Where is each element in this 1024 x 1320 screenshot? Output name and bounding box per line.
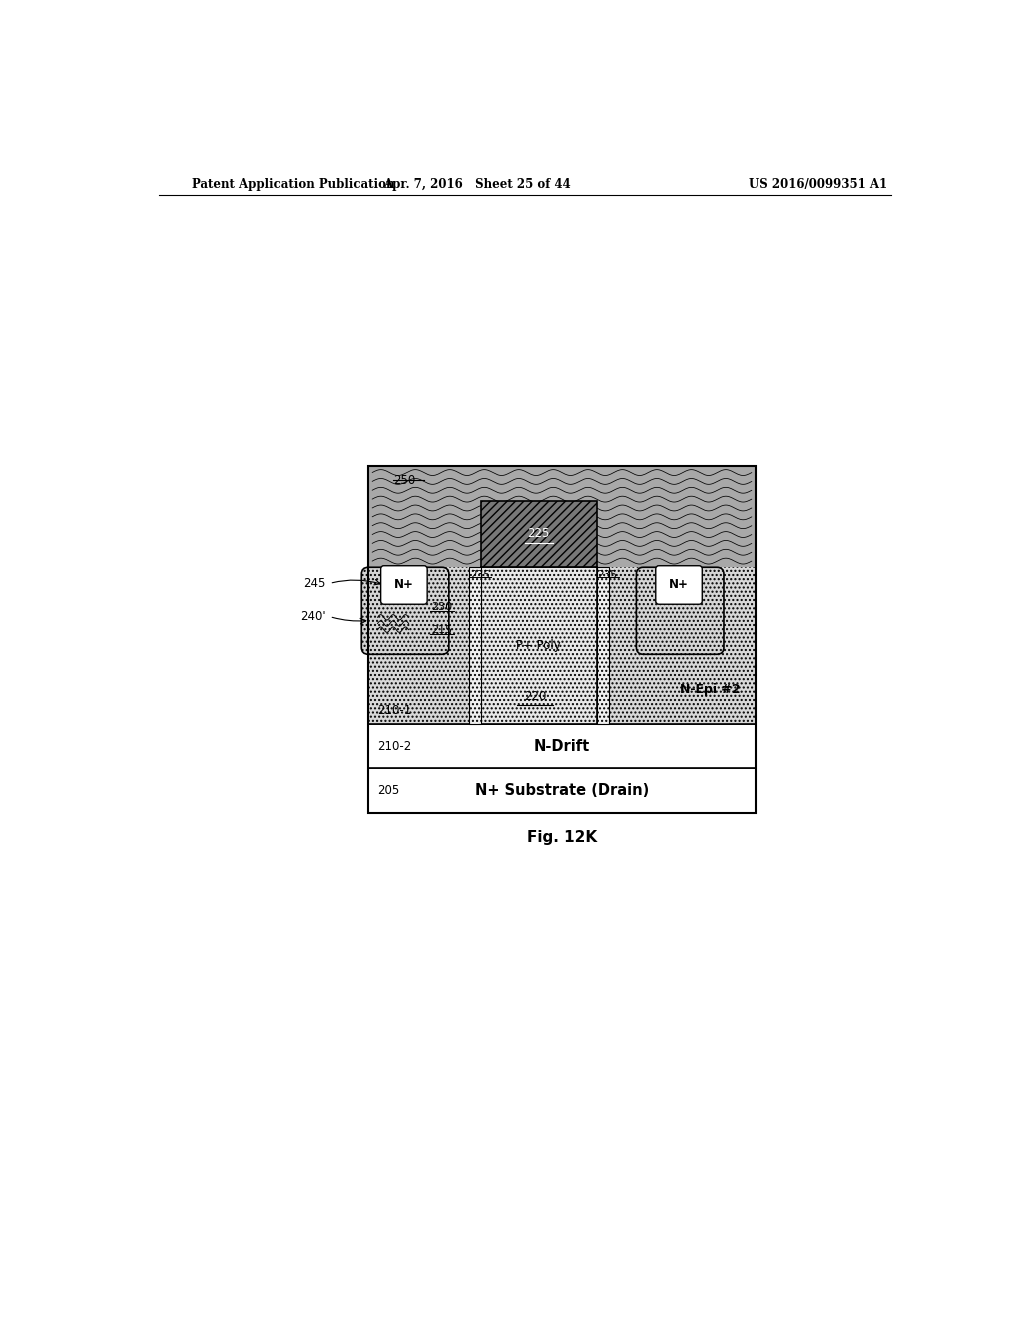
Text: N+: N+ — [669, 578, 689, 591]
Bar — [369, 466, 756, 725]
Bar — [469, 566, 480, 725]
Text: P+ Poly: P+ Poly — [516, 639, 561, 652]
Text: US 2016/0099351 A1: US 2016/0099351 A1 — [750, 178, 888, 190]
Text: Apr. 7, 2016   Sheet 25 of 44: Apr. 7, 2016 Sheet 25 of 44 — [383, 178, 570, 190]
Bar — [480, 502, 597, 566]
Text: 245: 245 — [303, 577, 326, 590]
Text: N-Epi #2: N-Epi #2 — [680, 684, 740, 696]
Text: 210-1: 210-1 — [378, 704, 412, 717]
FancyBboxPatch shape — [361, 568, 449, 655]
Bar — [369, 466, 756, 725]
Bar — [597, 566, 608, 725]
FancyBboxPatch shape — [636, 568, 724, 655]
Text: 230: 230 — [431, 602, 453, 611]
Text: 235: 235 — [598, 570, 617, 581]
Text: 250: 250 — [393, 474, 416, 487]
Text: 240': 240' — [300, 610, 326, 623]
Bar — [480, 566, 597, 725]
Text: N-Drift: N-Drift — [534, 739, 590, 754]
FancyBboxPatch shape — [655, 566, 702, 605]
Bar — [369, 466, 756, 566]
Bar — [369, 466, 756, 813]
FancyBboxPatch shape — [381, 566, 427, 605]
Text: N+ Substrate (Drain): N+ Substrate (Drain) — [475, 783, 649, 799]
Bar — [369, 725, 756, 768]
Text: 220: 220 — [523, 690, 546, 702]
Text: 215: 215 — [431, 624, 453, 635]
Text: 235: 235 — [470, 570, 489, 581]
Text: Fig. 12K: Fig. 12K — [527, 830, 597, 845]
Text: 205: 205 — [378, 784, 399, 797]
Bar — [369, 768, 756, 813]
Text: N+: N+ — [394, 578, 414, 591]
Text: 210-2: 210-2 — [378, 739, 412, 752]
Text: Patent Application Publication: Patent Application Publication — [191, 178, 394, 190]
Text: 225: 225 — [527, 527, 550, 540]
